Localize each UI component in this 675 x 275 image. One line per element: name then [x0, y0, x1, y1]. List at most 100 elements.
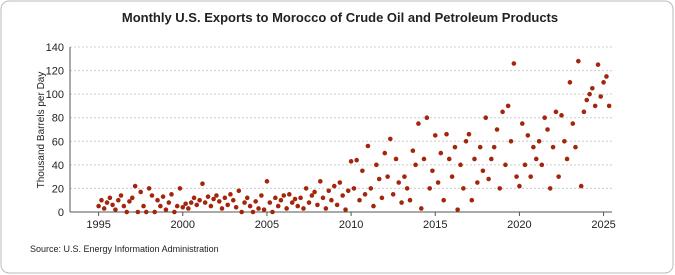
data-point — [132, 183, 138, 189]
data-point — [525, 133, 531, 138]
data-point — [99, 197, 104, 203]
data-point — [500, 109, 505, 115]
data-point — [129, 195, 135, 201]
data-point — [230, 197, 236, 203]
data-point — [519, 121, 525, 126]
x-tick-label: 2005 — [255, 219, 279, 231]
data-point — [469, 197, 475, 203]
data-point — [461, 186, 466, 191]
data-point — [183, 201, 188, 207]
data-point — [228, 192, 233, 197]
data-point — [233, 204, 239, 210]
data-point — [452, 144, 458, 150]
data-point — [606, 103, 612, 109]
data-point — [239, 209, 244, 215]
data-point — [547, 186, 553, 191]
data-point — [407, 197, 413, 203]
data-point — [127, 199, 132, 204]
data-point — [441, 197, 446, 203]
data-point — [298, 195, 303, 201]
data-point — [208, 203, 214, 209]
data-point — [124, 209, 130, 215]
data-point — [446, 156, 452, 162]
data-point — [379, 195, 385, 201]
y-tick-label: 100 — [46, 89, 64, 101]
data-point — [533, 156, 539, 162]
data-point — [118, 193, 124, 198]
data-point — [449, 174, 455, 179]
data-point — [121, 203, 127, 209]
data-point — [158, 203, 163, 209]
x-tick-label: 2015 — [423, 219, 447, 231]
data-point — [138, 189, 143, 195]
x-tick-label: 2020 — [507, 219, 531, 231]
data-point — [135, 209, 141, 215]
y-tick-label: 20 — [52, 183, 64, 195]
data-point — [354, 157, 359, 163]
data-point — [250, 209, 256, 215]
data-point — [435, 180, 441, 185]
data-point — [101, 206, 107, 211]
data-point — [301, 206, 306, 211]
data-point — [503, 162, 508, 168]
data-point — [351, 186, 357, 191]
data-point — [160, 194, 166, 199]
data-point — [303, 186, 309, 191]
data-point — [275, 203, 281, 209]
data-point — [264, 179, 270, 184]
data-point — [256, 206, 261, 211]
data-point — [368, 186, 374, 191]
data-point — [393, 156, 399, 162]
data-point — [508, 138, 514, 144]
data-point — [562, 138, 567, 144]
data-point — [595, 62, 601, 67]
data-point — [113, 207, 118, 212]
data-point — [424, 115, 430, 121]
data-point — [410, 148, 416, 154]
data-point — [432, 133, 438, 138]
data-point — [458, 162, 463, 168]
data-point — [399, 200, 404, 205]
data-point — [155, 197, 160, 203]
data-point — [166, 200, 172, 205]
data-point — [261, 207, 267, 212]
data-point — [494, 127, 500, 132]
data-point — [152, 209, 157, 215]
data-point — [404, 186, 410, 191]
data-point — [427, 186, 433, 191]
data-point — [345, 188, 351, 194]
data-point — [253, 199, 258, 204]
data-point — [587, 91, 592, 97]
data-point — [466, 131, 472, 137]
data-point — [259, 193, 264, 198]
data-point — [497, 186, 503, 191]
data-point — [236, 188, 242, 194]
data-point — [323, 206, 329, 211]
data-point — [107, 195, 113, 201]
data-point — [531, 144, 536, 150]
data-point — [360, 168, 365, 174]
data-point — [570, 121, 576, 126]
data-point — [564, 156, 570, 162]
data-point — [477, 144, 483, 150]
data-point — [320, 195, 326, 201]
data-point — [110, 202, 115, 208]
data-point — [413, 162, 418, 168]
data-point — [281, 193, 287, 198]
data-point — [172, 209, 177, 215]
data-point — [317, 179, 323, 184]
data-point — [270, 209, 275, 215]
data-point — [382, 150, 388, 156]
data-point — [374, 162, 379, 168]
data-point — [96, 203, 101, 209]
data-point — [505, 103, 511, 109]
data-point — [559, 113, 564, 118]
data-point — [340, 193, 345, 198]
data-point — [486, 176, 491, 182]
data-point — [545, 127, 550, 132]
data-point — [247, 203, 253, 209]
data-point — [418, 206, 424, 211]
data-point — [334, 202, 340, 208]
